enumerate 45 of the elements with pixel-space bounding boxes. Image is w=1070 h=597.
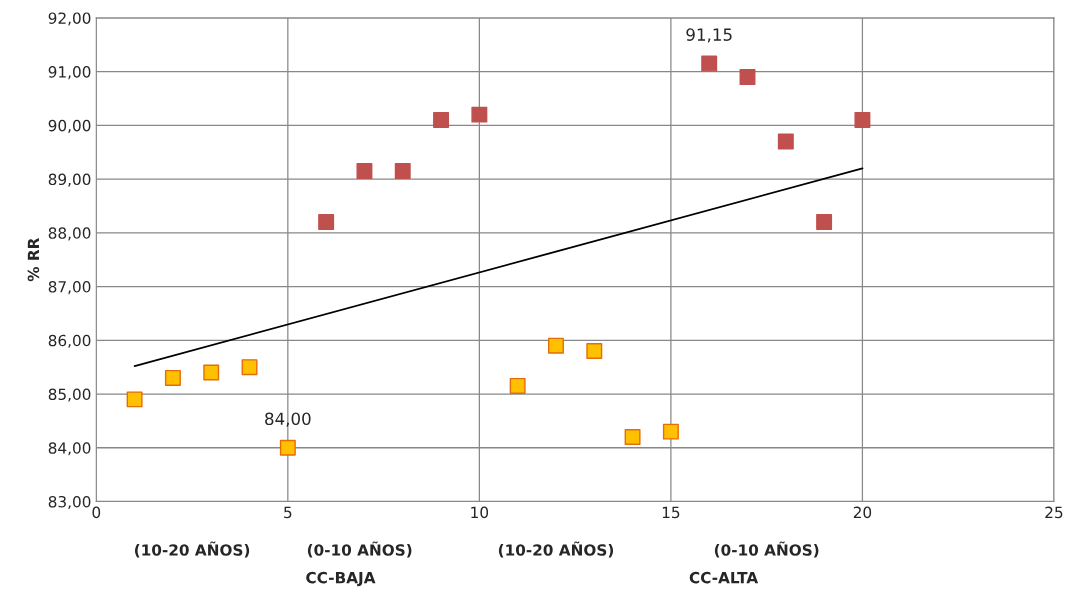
text: CC-BAJA — [306, 571, 376, 587]
x-tick-label: 15 — [662, 506, 680, 519]
point — [203, 364, 220, 381]
y-tick-label: 85,00 — [48, 388, 91, 402]
y-tick-label: 91,00 — [48, 66, 91, 80]
annotation: 84,00 — [265, 412, 311, 427]
point — [318, 214, 335, 231]
point — [739, 69, 756, 85]
point — [854, 112, 871, 128]
text: (10-20 AÑOS) — [135, 541, 250, 558]
point — [624, 429, 641, 445]
y-tick-label: 88,00 — [48, 227, 91, 241]
x-tick-label: 0 — [92, 506, 101, 519]
text: CC-ALTA — [689, 571, 759, 584]
y-tick-label: 92,00 — [48, 12, 91, 26]
y-tick-label: 89,00 — [48, 173, 91, 187]
y-tick-label: 90,00 — [48, 119, 91, 133]
y-tick-label: 83,00 — [48, 495, 91, 510]
text: (10-20 AÑOS) — [498, 541, 614, 558]
point — [356, 163, 373, 180]
point — [816, 214, 833, 231]
x-tick-label: 5 — [284, 506, 292, 519]
text: (0-10 AÑOS) — [307, 541, 412, 558]
point — [279, 439, 296, 456]
point — [662, 423, 679, 440]
y-axis-title: % RR — [27, 237, 40, 282]
text: (0-10 AÑOS) — [714, 541, 819, 558]
point — [471, 106, 488, 123]
y-tick-label: 86,00 — [48, 334, 91, 348]
x-tick-label: 10 — [471, 506, 489, 519]
point — [241, 359, 258, 376]
point — [509, 377, 526, 394]
point — [126, 391, 143, 408]
x-tick-label: 20 — [853, 506, 872, 519]
point — [701, 55, 718, 72]
annotation: 91,15 — [686, 28, 732, 43]
y-tick-label: 87,00 — [48, 281, 91, 295]
point — [777, 133, 794, 150]
point — [164, 369, 181, 386]
point — [433, 112, 450, 128]
point — [394, 163, 411, 180]
point — [586, 343, 603, 360]
y-tick-label: 84,00 — [48, 442, 91, 456]
x-tick-label: 25 — [1045, 506, 1063, 519]
point — [547, 337, 564, 354]
